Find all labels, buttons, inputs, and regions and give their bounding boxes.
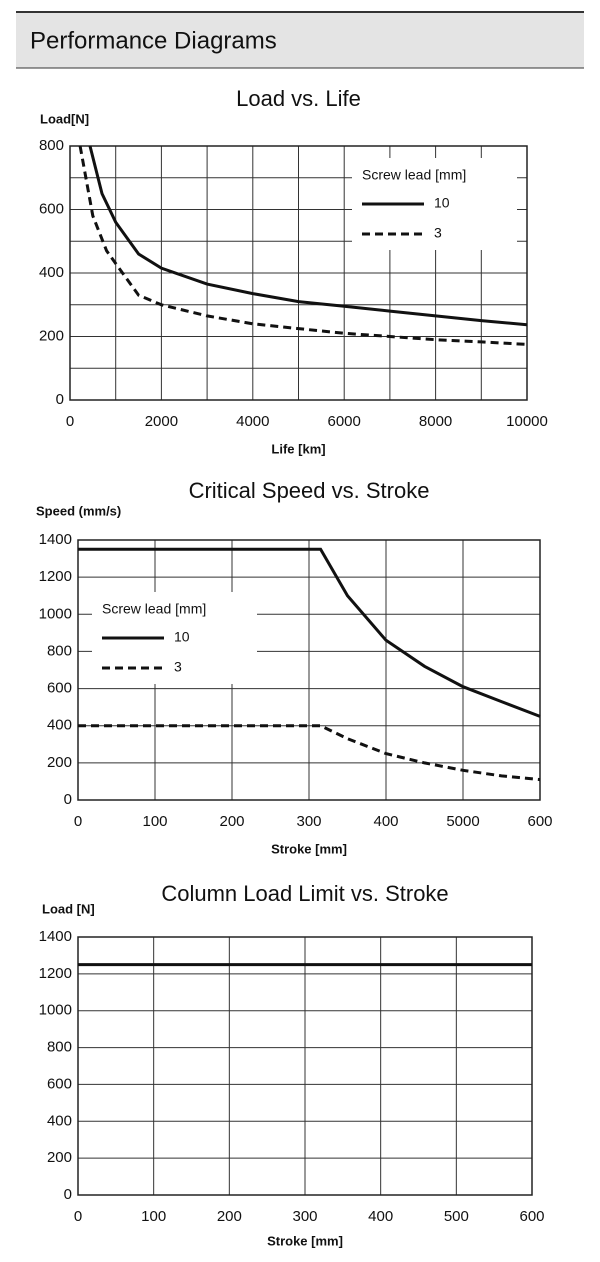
x-tick-label: 4000	[236, 413, 269, 430]
y-tick-label: 200	[47, 754, 72, 771]
y-tick-label: 400	[39, 264, 64, 281]
x-tick-label: 100	[142, 813, 167, 830]
y-tick-label: 0	[64, 1186, 72, 1203]
y-tick-label: 800	[47, 1039, 72, 1056]
y-tick-label: 400	[47, 717, 72, 734]
x-tick-label: 100	[141, 1208, 166, 1225]
chart-title: Load vs. Life	[236, 86, 361, 111]
y-tick-label: 0	[64, 791, 72, 808]
chart-title: Critical Speed vs. Stroke	[189, 478, 430, 503]
y-tick-label: 800	[47, 642, 72, 659]
x-tick-label: 0	[74, 1208, 82, 1225]
x-tick-label: 8000	[419, 413, 452, 430]
y-tick-label: 600	[47, 680, 72, 697]
x-axis-label: Life [km]	[271, 441, 325, 456]
x-tick-label: 400	[373, 813, 398, 830]
plot-frame	[77, 539, 541, 801]
x-tick-label: 2000	[145, 413, 178, 430]
series-line	[78, 724, 541, 782]
x-tick-label: 200	[219, 813, 244, 830]
x-tick-label: 400	[368, 1208, 393, 1225]
legend-label: 10	[174, 629, 190, 645]
header-bar	[16, 12, 584, 68]
x-tick-label: 10000	[506, 413, 548, 430]
x-tick-label: 200	[217, 1208, 242, 1225]
series-line	[78, 145, 528, 346]
chart-title: Column Load Limit vs. Stroke	[161, 881, 448, 906]
x-tick-label: 300	[296, 813, 321, 830]
y-axis-label: Load [N]	[42, 901, 95, 916]
header-title: Performance Diagrams	[30, 27, 277, 54]
x-tick-label: 500	[444, 1208, 469, 1225]
y-tick-label: 1200	[39, 568, 72, 585]
series-line	[78, 547, 541, 718]
y-tick-label: 200	[39, 327, 64, 344]
plot-frame	[69, 145, 528, 401]
legend-label: 3	[174, 659, 182, 675]
x-tick-label: 5000	[446, 813, 479, 830]
y-tick-label: 800	[39, 137, 64, 154]
x-tick-label: 0	[74, 813, 82, 830]
y-tick-label: 1400	[39, 531, 72, 548]
y-axis-label: Load[N]	[40, 111, 89, 126]
x-tick-label: 6000	[328, 413, 361, 430]
y-tick-label: 200	[47, 1149, 72, 1166]
legend-label: 3	[434, 225, 442, 241]
x-axis-label: Stroke [mm]	[267, 1233, 343, 1248]
legend-title: Screw lead [mm]	[362, 167, 466, 183]
x-tick-label: 600	[519, 1208, 544, 1225]
y-tick-label: 1000	[39, 1002, 72, 1019]
y-tick-label: 400	[47, 1112, 72, 1129]
x-tick-label: 300	[292, 1208, 317, 1225]
x-tick-label: 600	[527, 813, 552, 830]
legend-title: Screw lead [mm]	[102, 601, 206, 617]
plot-frame	[77, 936, 533, 1196]
y-tick-label: 1000	[39, 605, 72, 622]
x-axis-label: Stroke [mm]	[271, 841, 347, 856]
y-tick-label: 1200	[39, 965, 72, 982]
y-tick-label: 1400	[39, 928, 72, 945]
y-axis-label: Speed (mm/s)	[36, 503, 121, 518]
x-tick-label: 0	[66, 413, 74, 430]
y-tick-label: 600	[39, 200, 64, 217]
y-tick-label: 600	[47, 1075, 72, 1092]
legend-label: 10	[434, 195, 450, 211]
series-line	[88, 145, 528, 327]
y-tick-label: 0	[56, 391, 64, 408]
